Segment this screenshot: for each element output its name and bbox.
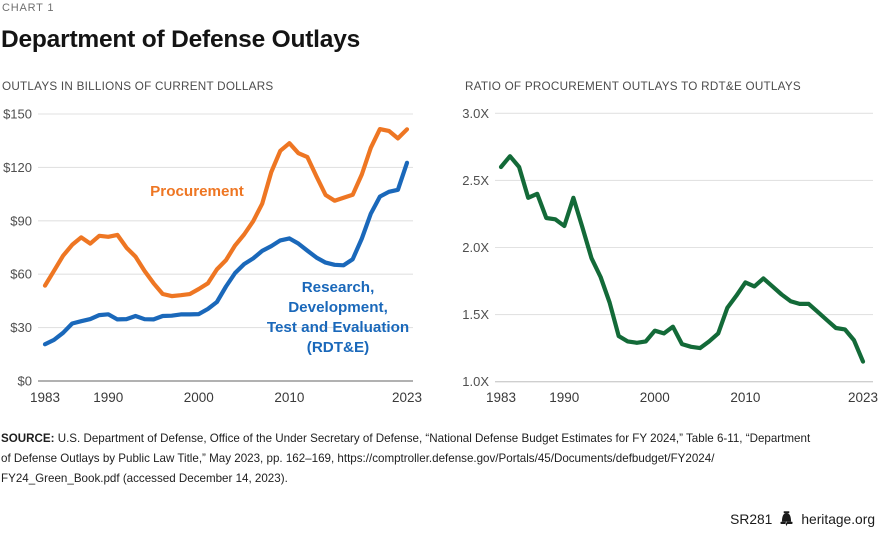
x-tick-label: 2023 [392,390,422,405]
y-tick-label: $30 [10,320,32,335]
y-tick-label: $150 [3,107,32,122]
source-line: of Defense Outlays by Public Law Title,”… [1,452,715,465]
x-tick-label: 2000 [640,390,670,405]
footer-brand: SR281 heritage.org [730,511,875,527]
liberty-bell-icon [780,511,793,527]
source-line: SOURCE: U.S. Department of Defense, Offi… [1,432,811,445]
x-tick-label: 1983 [486,390,516,405]
right-chart-title: RATIO OF PROCUREMENT OUTLAYS TO RDT&E OU… [465,80,801,93]
source-note: SOURCE: U.S. Department of Defense, Offi… [1,429,810,489]
x-tick-label: 2010 [274,390,304,405]
report-id: SR281 [730,511,773,527]
brand-domain[interactable]: heritage.org [801,511,875,527]
y-tick-label: $120 [3,160,32,175]
y-tick-label: 1.0X [462,374,489,389]
procurement-label: Procurement [150,183,244,200]
rdte-label: Research, Development, Test and Evaluation… [267,279,409,356]
series-label-line: Development, [288,299,388,316]
x-tick-label: 2000 [184,390,214,405]
series-label-line: (RDT&E) [307,339,369,356]
rdte-line [42,160,410,347]
y-axis-labels: $0 $30 $60 $90 $120 $150 [3,107,32,389]
x-tick-label: 2010 [730,390,760,405]
procurement-line [42,126,410,299]
source-label: SOURCE: [1,432,55,445]
gridlines [38,113,413,382]
y-tick-label: $60 [10,267,32,282]
outlays-line-chart: $0 $30 $60 $90 $120 $150 1983 1990 2000 2010 2023 P… [3,107,422,406]
y-tick-label: 1.5X [462,307,489,322]
x-axis-labels: 1983 1990 2000 2010 2023 [30,390,422,405]
x-axis-labels: 1983 1990 2000 2010 2023 [486,390,878,405]
y-tick-label: 2.5X [462,173,489,188]
series-label-line: Test and Evaluation [267,319,409,336]
gridlines [495,112,873,383]
x-tick-label: 1983 [30,390,60,405]
ratio-line [498,154,866,364]
chart-kicker: CHART 1 [2,2,55,14]
y-axis-labels: 1.0X 1.5X 2.0X 2.5X 3.0X [462,106,489,389]
left-chart-title: OUTLAYS IN BILLIONS OF CURRENT DOLLARS [2,80,274,93]
source-line: FY24_Green_Book.pdf (accessed December 1… [1,472,288,485]
y-tick-label: $90 [10,213,32,228]
y-tick-label: 2.0X [462,240,489,255]
ratio-line-chart: 1.0X 1.5X 2.0X 2.5X 3.0X 1983 1990 2000 2010 2023 [462,106,878,405]
y-tick-label: $0 [18,374,32,389]
x-tick-label: 1990 [93,390,123,405]
page-title: Department of Defense Outlays [1,26,361,53]
x-tick-label: 1990 [549,390,579,405]
x-tick-label: 2023 [848,390,878,405]
series-label-line: Research, [302,279,375,296]
y-tick-label: 3.0X [462,106,489,121]
series-label-line: Procurement [150,183,244,200]
